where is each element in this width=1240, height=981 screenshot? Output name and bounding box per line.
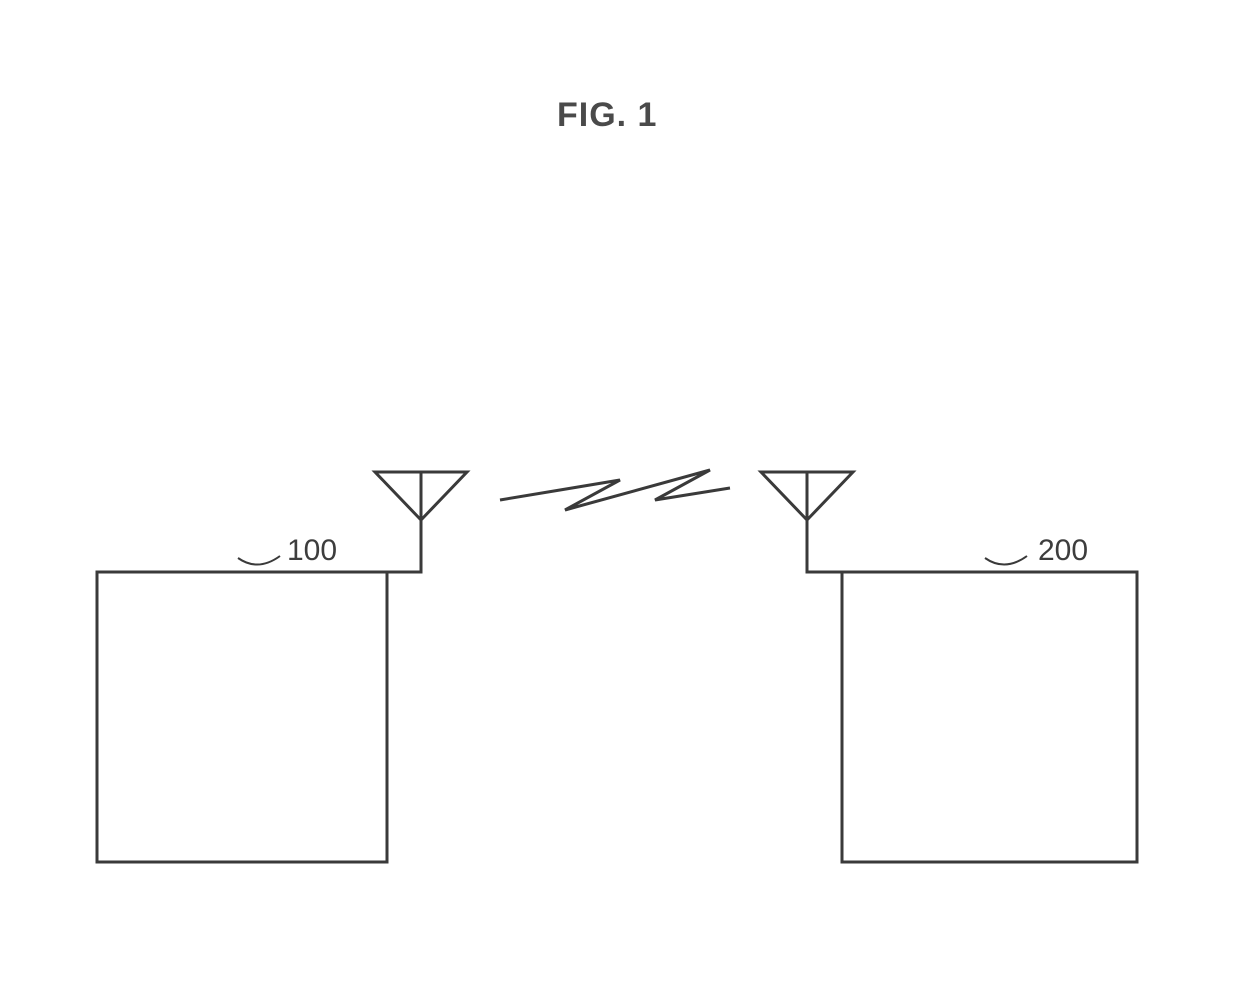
block-left: [97, 572, 387, 862]
diagram-svg: [0, 0, 1240, 981]
block-right: [842, 572, 1137, 862]
antenna-left-mast: [387, 472, 421, 572]
figure-stage: FIG. 1 100 200: [0, 0, 1240, 981]
leader-left: [238, 556, 280, 565]
wireless-signal-icon: [500, 470, 730, 510]
leader-right: [985, 556, 1027, 565]
